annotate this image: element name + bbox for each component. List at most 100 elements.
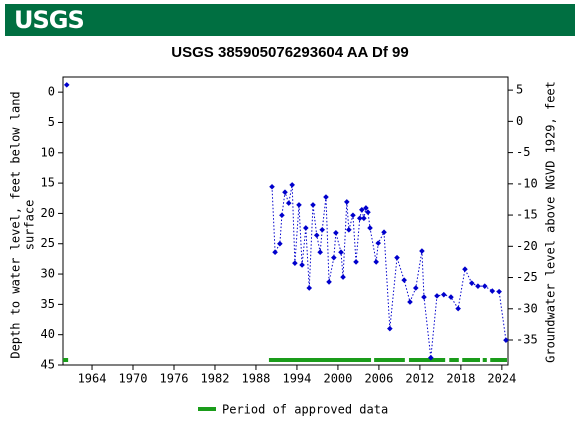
- x-tick-label: 1988: [242, 372, 271, 386]
- x-tick-label: 2018: [446, 372, 475, 386]
- chart-title: USGS 385905076293604 AA Df 99: [171, 44, 408, 61]
- y2-tick-label: -35: [516, 333, 538, 347]
- data-point: [279, 212, 285, 219]
- y-axis-label: surface: [23, 200, 37, 251]
- data-point: [381, 229, 387, 236]
- y2-tick-label: -30: [516, 301, 538, 315]
- data-point: [319, 226, 326, 233]
- data-point: [503, 337, 509, 343]
- y-tick-label: 5: [48, 115, 55, 129]
- data-point: [434, 293, 440, 299]
- data-point: [326, 279, 332, 285]
- data-point: [282, 189, 288, 195]
- data-point: [353, 259, 359, 265]
- data-point: [356, 215, 363, 222]
- plot-frame: [62, 76, 509, 366]
- x-tick-label: 1970: [119, 372, 148, 386]
- y-tick-label: 0: [48, 85, 55, 99]
- data-point: [333, 230, 339, 236]
- y2-tick-label: -10: [516, 176, 538, 190]
- data-line: [271, 184, 507, 358]
- y-tick-label: 15: [41, 176, 55, 190]
- y2-tick-label: -20: [516, 239, 538, 253]
- data-point: [412, 285, 419, 291]
- data-point: [363, 205, 369, 211]
- y2-tick-label: 5: [516, 83, 523, 97]
- x-tick-label: 2006: [364, 372, 393, 386]
- data-point: [421, 294, 427, 300]
- data-point: [365, 209, 371, 216]
- x-tick-label: 1964: [78, 372, 107, 386]
- data-point: [323, 194, 329, 200]
- data-point: [419, 248, 425, 254]
- y-tick-label: 25: [41, 236, 55, 250]
- logo: USGS: [14, 6, 84, 34]
- data-point: [331, 254, 337, 261]
- data-point: [317, 249, 323, 256]
- approved-period: [449, 358, 459, 362]
- y2-tick-label: -25: [516, 270, 538, 284]
- data-point: [428, 354, 434, 361]
- x-tick-label: 1982: [201, 372, 230, 386]
- header-bar: [5, 4, 575, 36]
- x-tick-label: 1994: [282, 372, 311, 386]
- data-point: [306, 285, 313, 291]
- data-point: [448, 294, 454, 300]
- x-tick-label: 2012: [405, 372, 434, 386]
- data-point: [496, 288, 502, 295]
- approved-period: [268, 358, 372, 362]
- approved-period: [482, 358, 487, 362]
- data-point: [338, 249, 344, 256]
- y-tick-label: 35: [41, 297, 55, 311]
- data-point: [296, 202, 302, 208]
- data-point: [407, 299, 413, 305]
- data-point: [303, 225, 309, 231]
- x-tick-label: 2000: [323, 372, 352, 386]
- data-point: [289, 182, 295, 188]
- y-tick-label: 20: [41, 206, 55, 220]
- y-tick-label: 10: [41, 145, 55, 159]
- data-point: [292, 260, 298, 266]
- y-tick-label: 40: [41, 327, 55, 341]
- legend-swatch: [198, 407, 216, 411]
- data-point: [387, 325, 393, 332]
- data-point: [269, 183, 275, 190]
- data-point: [462, 266, 468, 273]
- data-point: [373, 259, 379, 265]
- data-point: [489, 288, 496, 294]
- data-point: [394, 254, 400, 261]
- data-point: [359, 206, 365, 213]
- y2-axis-label: Groundwater level above NGVD 1929, feet: [544, 81, 558, 363]
- legend-label: Period of approved data: [222, 403, 388, 417]
- data-point: [340, 274, 346, 280]
- approved-period: [408, 358, 446, 362]
- data-point: [299, 262, 305, 268]
- data-point: [475, 283, 481, 289]
- approved-period: [490, 358, 507, 362]
- data-point: [481, 283, 488, 289]
- data-point: [344, 199, 350, 205]
- y2-tick-label: -15: [516, 208, 538, 222]
- y-tick-label: 30: [41, 267, 55, 281]
- data-point: [63, 82, 70, 88]
- data-point: [367, 225, 373, 231]
- approved-period: [462, 358, 480, 362]
- x-tick-label: 2024: [487, 372, 516, 386]
- y-axis-label: Depth to water level, feet below land: [9, 91, 23, 358]
- data-point: [313, 232, 320, 239]
- data-point: [310, 202, 316, 208]
- approved-period: [374, 358, 405, 362]
- data-point: [375, 240, 382, 246]
- y2-tick-label: -5: [516, 145, 530, 159]
- data-point: [361, 215, 367, 222]
- y-tick-label: 45: [41, 358, 55, 372]
- y2-tick-label: 0: [516, 114, 523, 128]
- approved-period: [63, 358, 69, 362]
- x-tick-label: 1976: [160, 372, 189, 386]
- data-point: [401, 277, 407, 283]
- data-point: [455, 305, 461, 312]
- data-point: [272, 249, 278, 256]
- data-point: [277, 240, 283, 247]
- data-point: [468, 280, 475, 286]
